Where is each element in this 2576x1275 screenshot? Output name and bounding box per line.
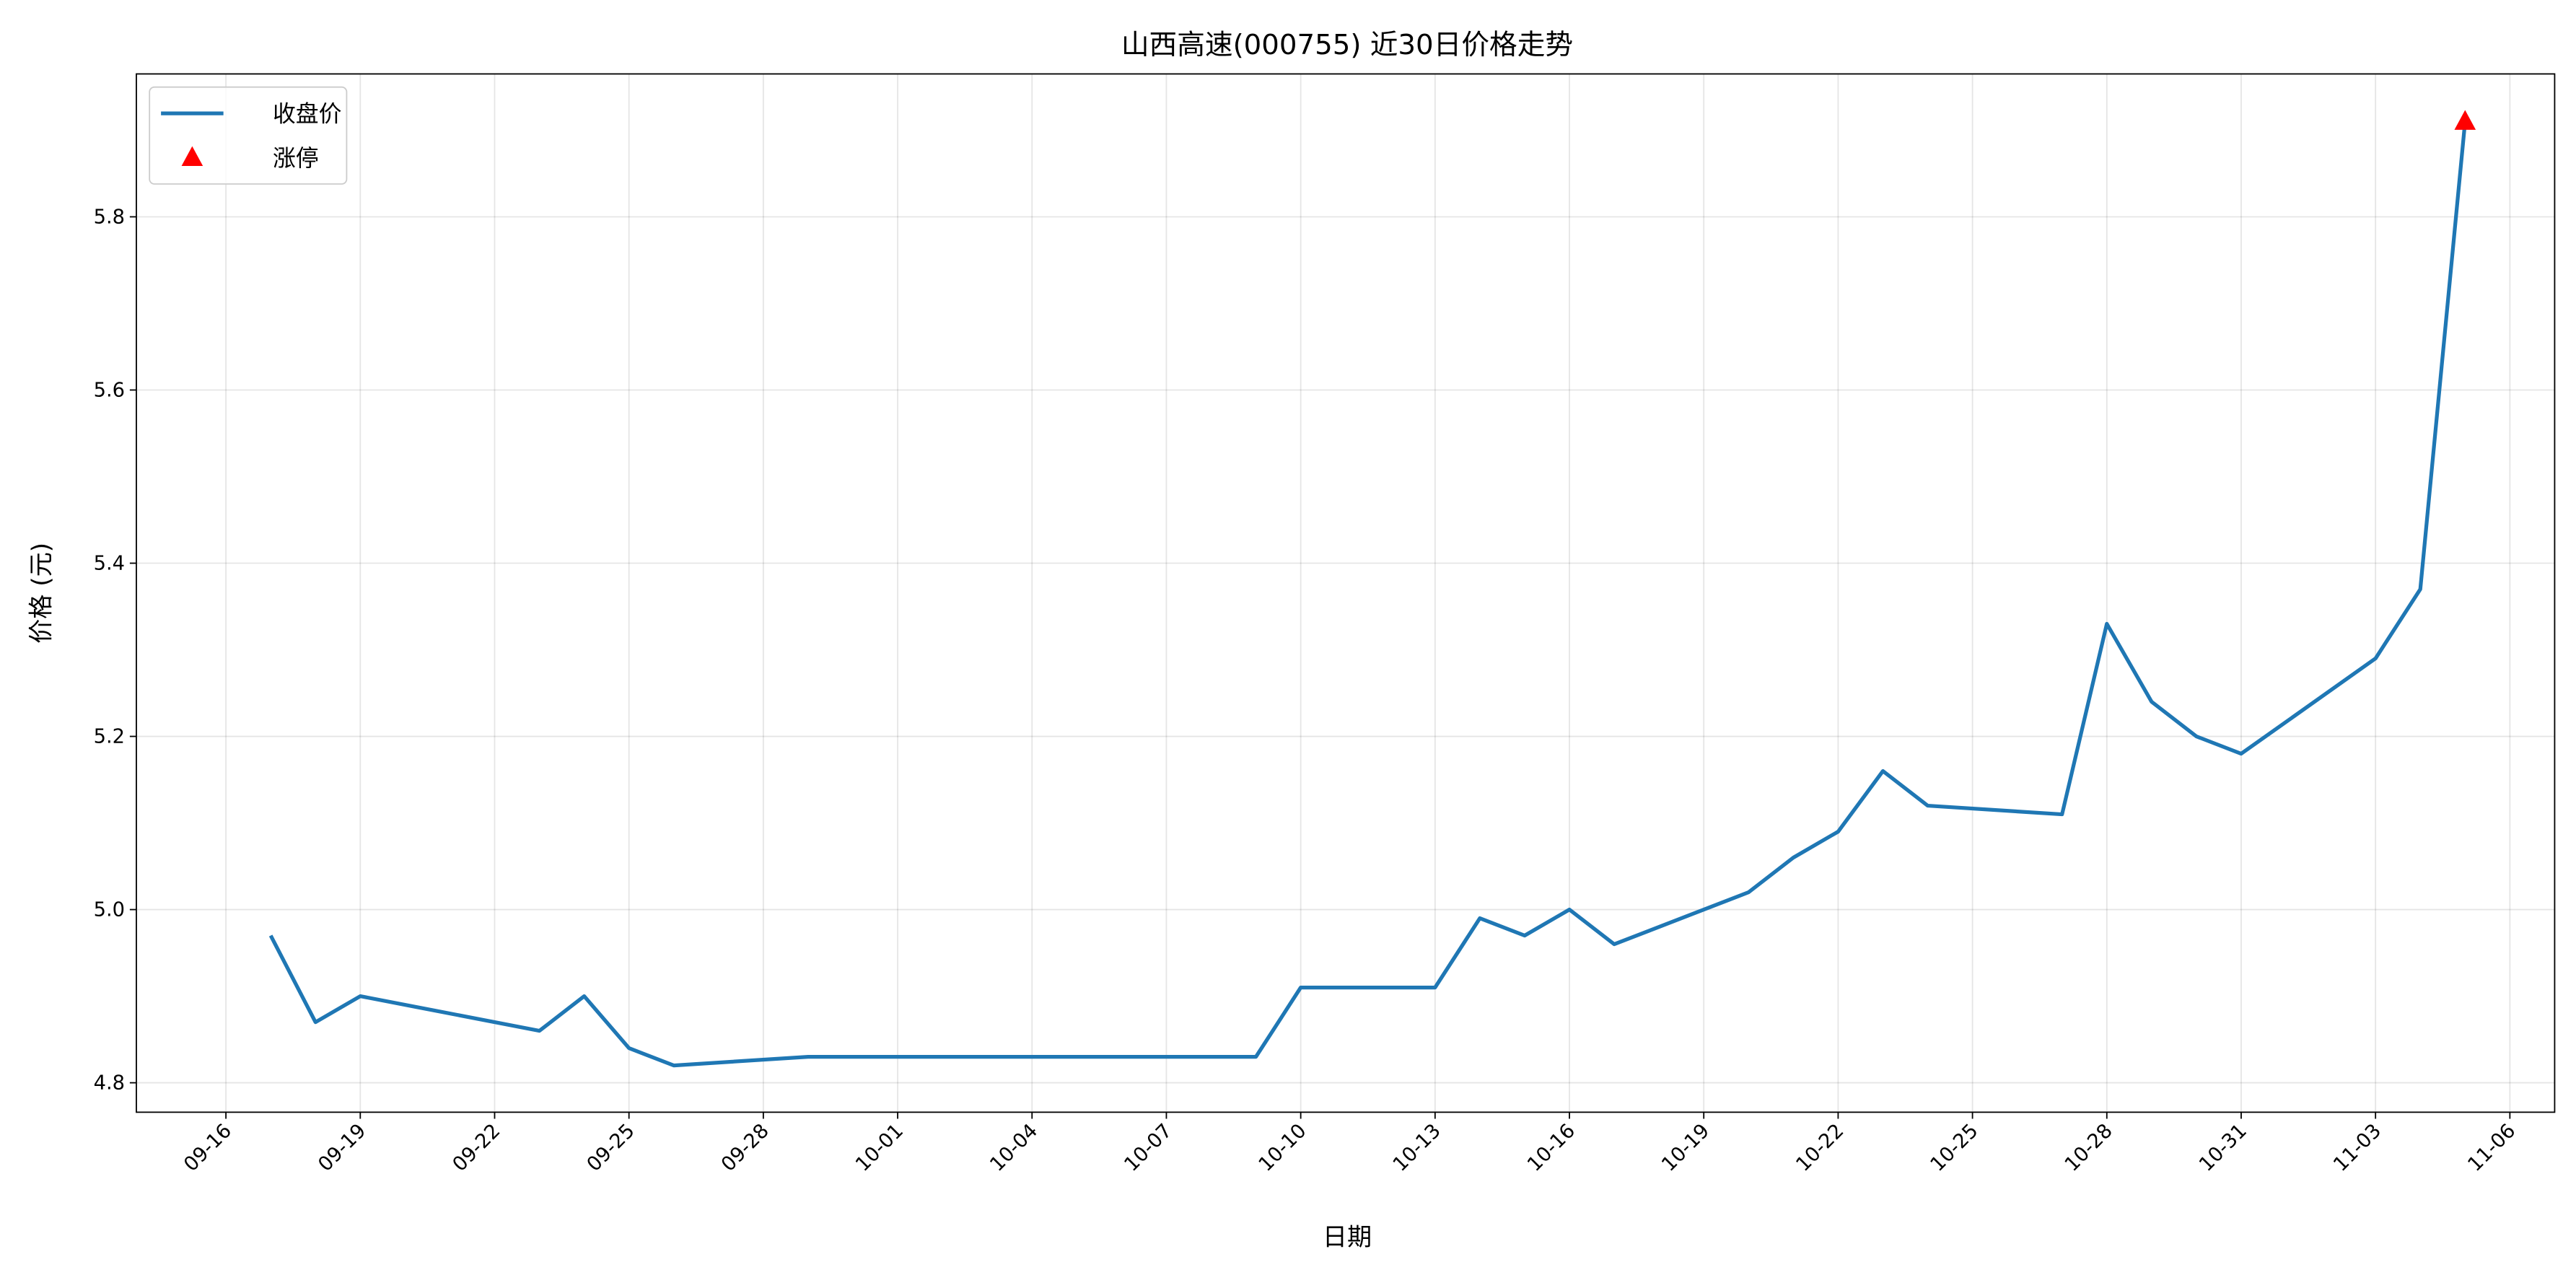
x-tick-label: 10-16 [1523,1120,1580,1176]
x-tick-label: 09-16 [180,1120,236,1176]
x-tick-label: 10-25 [1927,1120,1983,1176]
chart-title: 山西高速(000755) 近30日价格走势 [1121,29,1573,61]
x-tick-label: 10-13 [1389,1120,1445,1176]
x-tick-label: 10-31 [2195,1120,2251,1176]
legend-label: 收盘价 [273,100,342,127]
legend-marker [181,146,203,166]
x-tick-label: 11-06 [2463,1120,2520,1176]
legend-label: 涨停 [273,144,319,172]
y-tick-label: 5.0 [94,899,125,921]
y-tick-label: 5.2 [94,726,125,748]
x-axis-label: 日期 [1323,1223,1372,1252]
x-tick-label: 09-22 [448,1120,504,1176]
x-tick-label: 11-03 [2329,1120,2386,1176]
x-tick-label: 09-19 [314,1120,370,1176]
y-axis-label: 价格 (元) [27,543,56,644]
plot-root: 山西高速(000755) 近30日价格走势 日期 价格 (元) 4.8 5.0 5.… [27,29,2556,1252]
plot-frame [136,73,2556,1113]
x-tick-label: 09-25 [583,1120,639,1176]
x-tick-label: 10-28 [2061,1120,2117,1176]
x-tick-label: 10-10 [1255,1120,1311,1176]
y-tick-label: 5.8 [94,206,125,229]
limit-up-marker [2454,110,2476,130]
price-line [268,121,2467,1068]
y-tick-label: 5.4 [94,553,125,575]
y-tick-label: 4.8 [94,1072,125,1095]
x-tick-label: 10-19 [1657,1120,1714,1176]
x-tick-label: 09-28 [717,1120,774,1176]
y-tick-label: 5.6 [94,380,125,402]
x-tick-label: 10-22 [1792,1120,1848,1176]
x-tick-label: 10-01 [851,1120,908,1176]
x-tick-label: 10-07 [1120,1120,1176,1176]
x-tick-label: 10-04 [986,1120,1042,1176]
